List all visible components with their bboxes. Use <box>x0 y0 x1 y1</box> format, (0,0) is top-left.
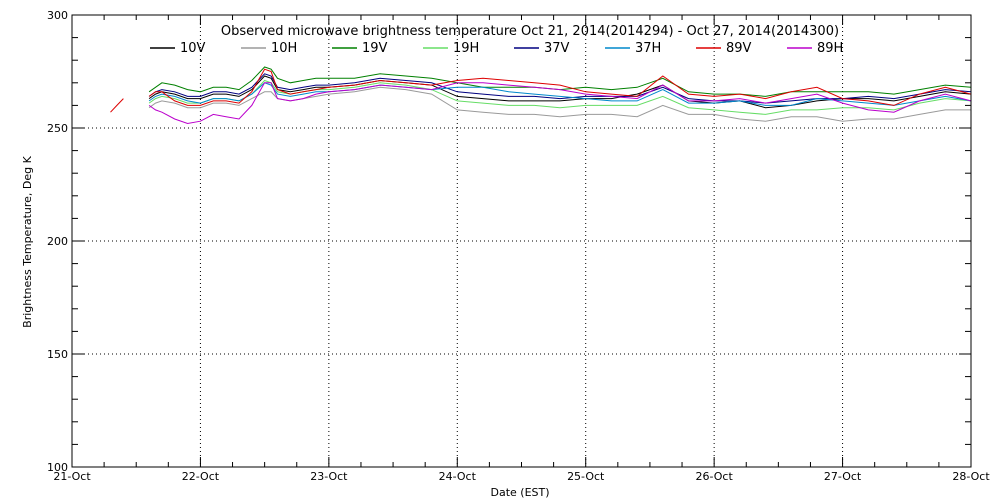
y-tick-labels: 100 150 200 250 300 <box>47 9 68 474</box>
series-line-19v <box>148 66 972 97</box>
series-line-89v <box>110 68 972 113</box>
legend-label-19h: 19H <box>453 41 479 56</box>
x-axis-title: Date (EST) <box>490 486 549 499</box>
axis-ticks <box>71 14 972 468</box>
x-tick-label: 24-Oct <box>439 470 477 483</box>
series-line-10h <box>148 86 971 122</box>
data-series-layer <box>110 66 972 125</box>
x-tick-label: 23-Oct <box>310 470 348 483</box>
legend: 10V 10H 19V 19H 37V 37H 89V 89H <box>150 41 843 56</box>
x-tick-label: 25-Oct <box>567 470 605 483</box>
x-tick-label: 22-Oct <box>182 470 220 483</box>
y-tick-label: 300 <box>47 9 68 22</box>
legend-label-19v: 19V <box>362 41 388 56</box>
y-axis-title: Brightness Temperature, Deg K <box>21 155 34 327</box>
chart-title: Observed microwave brightness temperatur… <box>221 24 839 39</box>
series-line-37v <box>148 73 972 104</box>
x-tick-label: 27-Oct <box>824 470 862 483</box>
y-tick-label: 100 <box>47 461 68 474</box>
series-line-89h <box>148 82 972 125</box>
x-tick-label: 21-Oct <box>53 470 91 483</box>
y-tick-label: 150 <box>47 348 68 361</box>
y-tick-label: 200 <box>47 235 68 248</box>
y-tick-label: 250 <box>47 122 68 135</box>
legend-label-10h: 10H <box>271 41 297 56</box>
legend-label-89v: 89V <box>726 41 752 56</box>
x-tick-label: 26-Oct <box>695 470 733 483</box>
legend-label-10v: 10V <box>180 41 206 56</box>
legend-label-37v: 37V <box>544 41 570 56</box>
legend-label-89h: 89H <box>817 41 843 56</box>
grid-lines <box>72 15 971 467</box>
series-line-37h <box>148 82 972 106</box>
x-tick-labels: 21-Oct 22-Oct 23-Oct 24-Oct 25-Oct 26-Oct 27-O… <box>53 470 990 483</box>
legend-label-37h: 37H <box>635 41 661 56</box>
x-tick-label: 28-Oct <box>952 470 990 483</box>
